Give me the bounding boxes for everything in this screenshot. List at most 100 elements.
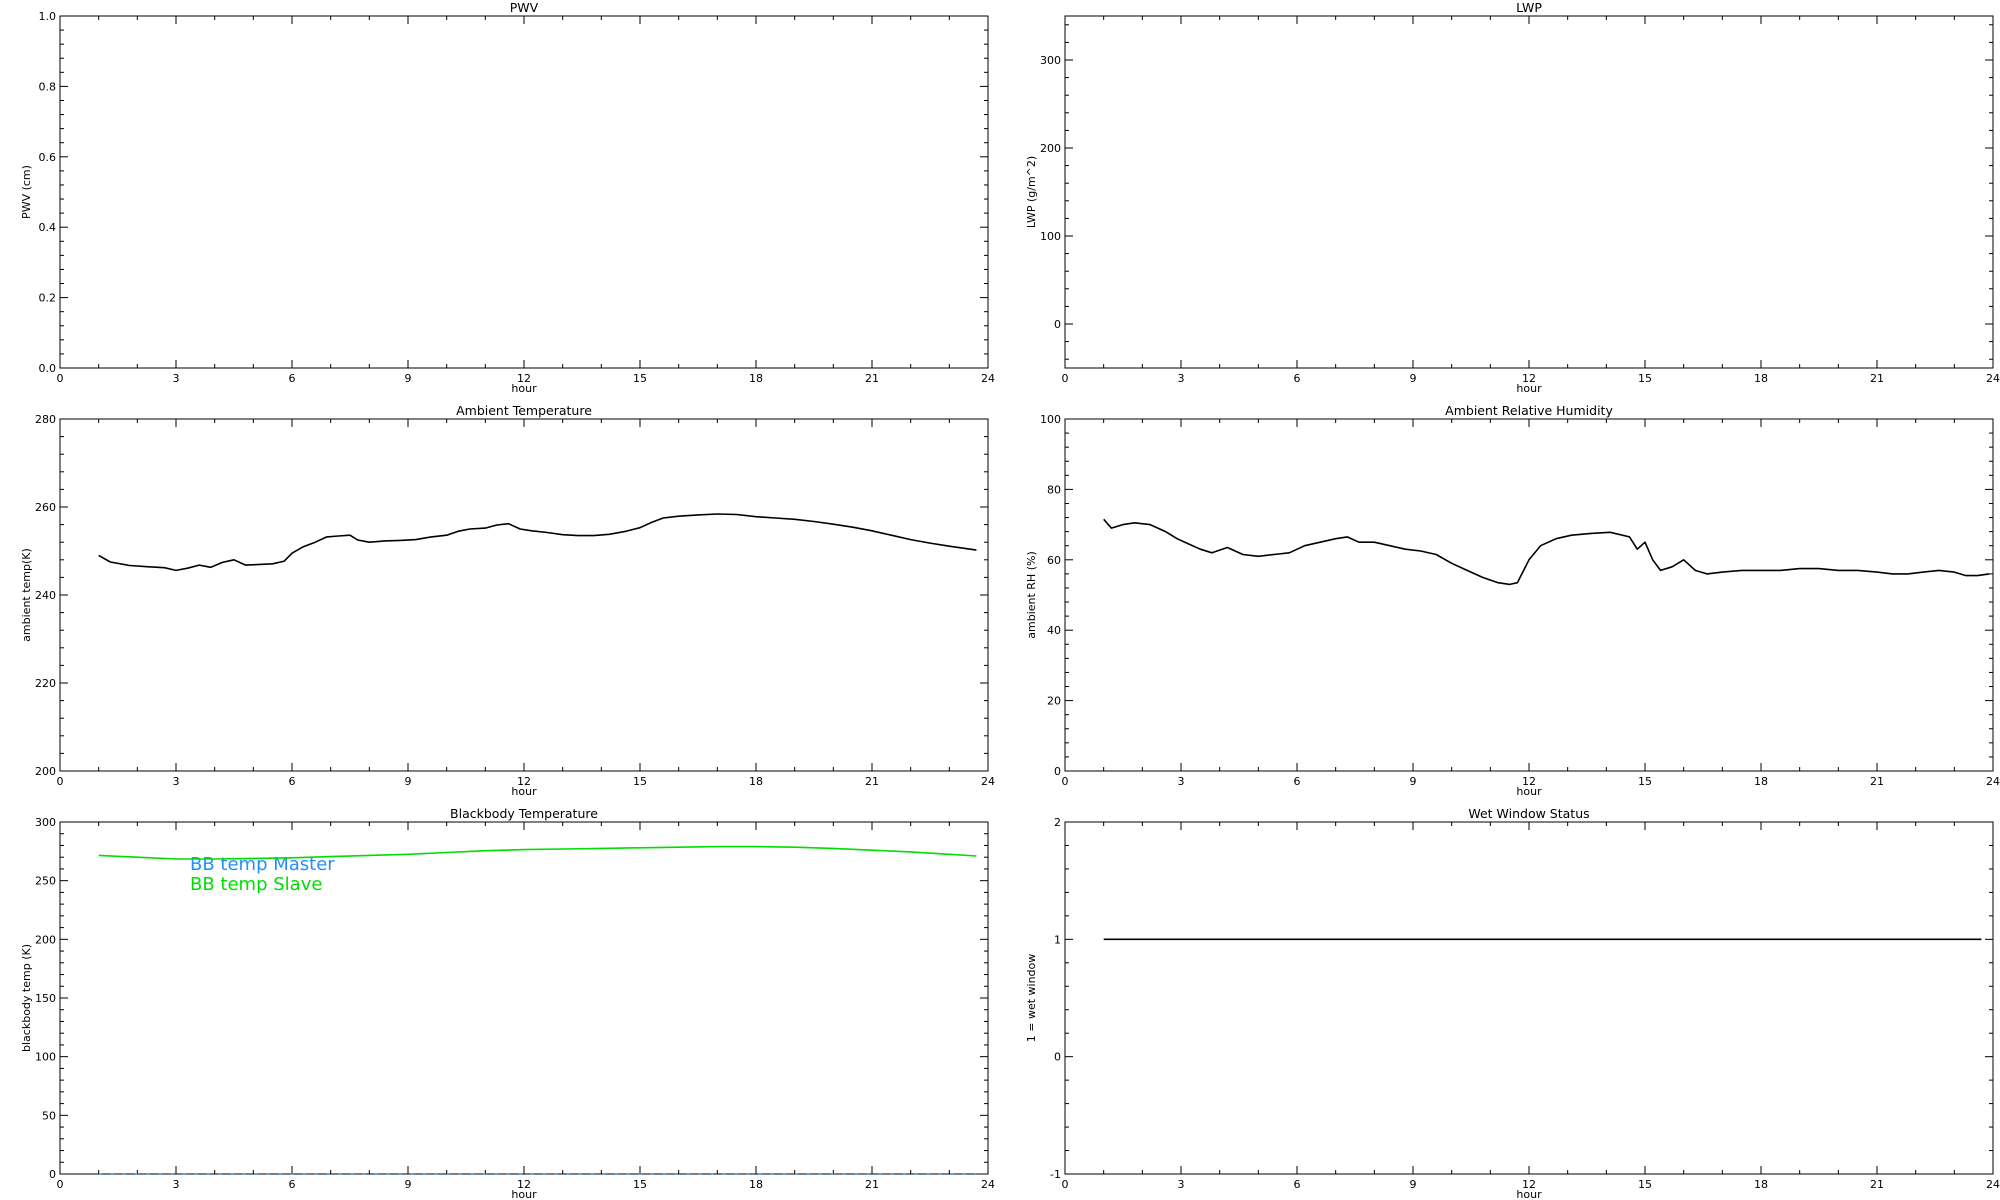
x-tick-label: 15 <box>633 775 647 788</box>
legend-entry: BB temp Slave <box>190 874 322 895</box>
chart-title: Ambient Temperature <box>456 403 592 418</box>
panel-ambient-temp: Ambient Temperature 0 3 6 9 12 15 18 21 24 hour 200… <box>20 403 995 798</box>
y-axis-label: LWP (g/m^2) <box>1025 156 1038 228</box>
y-tick-label: 300 <box>35 816 56 829</box>
chart-title: LWP <box>1516 0 1542 15</box>
y-tick-label: 200 <box>35 933 56 946</box>
y-tick-label: 200 <box>1040 142 1061 155</box>
x-tick-label: 0 <box>1062 372 1069 385</box>
plot-frame <box>1064 418 1994 772</box>
x-tick-label: 24 <box>981 372 995 385</box>
y-tick-label: 0 <box>1054 765 1061 778</box>
x-tick-label: 15 <box>1638 372 1652 385</box>
x-tick-label: 3 <box>1178 1178 1185 1191</box>
x-tick-label: 9 <box>405 372 412 385</box>
x-tick-label: 21 <box>1870 372 1884 385</box>
y-tick-label: 0.8 <box>39 80 57 93</box>
plot-frame <box>1064 821 1994 1175</box>
y-tick-label: 0.6 <box>39 151 57 164</box>
y-tick-label: 0.4 <box>39 221 57 234</box>
chart-title: PWV <box>510 0 539 15</box>
x-tick-label: 15 <box>1638 775 1652 788</box>
x-tick-label: 6 <box>1294 1178 1301 1191</box>
panel-pwv: PWV 0 3 6 9 12 15 18 21 24 hour 0.0 0.2 0.4 0.6 0.8 1.0 P… <box>20 0 995 395</box>
x-tick-label: 18 <box>1754 372 1768 385</box>
x-tick-label: 0 <box>1062 1178 1069 1191</box>
y-tick-label: 2 <box>1054 816 1061 829</box>
series-line-ambient-temp <box>98 513 977 572</box>
chart-title: Wet Window Status <box>1468 806 1589 821</box>
y-tick-label: 260 <box>35 501 56 514</box>
x-tick-label: 12 <box>1522 372 1536 385</box>
x-axis-label: hour <box>1516 382 1542 395</box>
x-tick-label: 9 <box>1410 1178 1417 1191</box>
x-tick-label: 6 <box>289 1178 296 1191</box>
x-tick-label: 24 <box>1986 372 2000 385</box>
x-tick-label: 15 <box>633 372 647 385</box>
x-tick-label: 0 <box>57 775 64 788</box>
y-tick-label: 300 <box>1040 54 1061 67</box>
plot-frame <box>1064 15 1994 369</box>
x-tick-label: 3 <box>1178 775 1185 788</box>
x-axis-label: hour <box>511 1188 537 1200</box>
x-tick-label: 12 <box>517 775 531 788</box>
x-tick-label: 21 <box>1870 775 1884 788</box>
panel-ambient-rh: Ambient Relative Humidity 0 3 6 9 12 15 18 21 24 h… <box>1025 403 2000 798</box>
x-tick-label: 18 <box>749 1178 763 1191</box>
x-axis-label: hour <box>511 382 537 395</box>
x-tick-label: 6 <box>289 775 296 788</box>
x-tick-label: 6 <box>1294 372 1301 385</box>
y-axis-label: ambient RH (%) <box>1025 551 1038 639</box>
x-tick-label: 21 <box>865 775 879 788</box>
x-tick-label: 6 <box>289 372 296 385</box>
x-tick-label: 18 <box>749 372 763 385</box>
y-tick-label: 100 <box>1040 413 1061 426</box>
x-tick-label: 9 <box>405 1178 412 1191</box>
x-tick-label: 18 <box>749 775 763 788</box>
plot-frame <box>59 15 989 369</box>
x-tick-label: 3 <box>173 775 180 788</box>
y-tick-label: 240 <box>35 589 56 602</box>
x-tick-label: 9 <box>405 775 412 788</box>
x-axis-label: hour <box>511 785 537 798</box>
x-tick-label: 0 <box>1062 775 1069 788</box>
x-tick-label: 3 <box>1178 372 1185 385</box>
x-tick-label: 12 <box>517 1178 531 1191</box>
plot-frame <box>59 418 989 772</box>
y-tick-label: 0 <box>1054 1051 1061 1064</box>
y-tick-label: 200 <box>35 765 56 778</box>
y-axis-label: 1 = wet window <box>1025 954 1038 1043</box>
y-tick-label: 40 <box>1047 624 1061 637</box>
x-tick-label: 15 <box>633 1178 647 1191</box>
series-line-bb-temp-slave <box>98 845 977 860</box>
y-tick-label: 50 <box>42 1109 56 1122</box>
x-tick-label: 24 <box>1986 1178 2000 1191</box>
chart-title: Blackbody Temperature <box>450 806 598 821</box>
x-tick-label: 21 <box>865 1178 879 1191</box>
y-tick-label: 150 <box>35 992 56 1005</box>
y-tick-label: 1.0 <box>39 10 57 23</box>
y-tick-label: 100 <box>35 1051 56 1064</box>
x-tick-label: 9 <box>1410 775 1417 788</box>
x-tick-label: 3 <box>173 1178 180 1191</box>
x-tick-label: 24 <box>981 1178 995 1191</box>
x-tick-label: 12 <box>517 372 531 385</box>
x-tick-label: 21 <box>1870 1178 1884 1191</box>
panel-lwp: LWP 0 3 6 9 12 15 18 21 24 hour 0 100 200 300 LWP (g/m^… <box>1025 0 2000 395</box>
y-tick-label: 80 <box>1047 483 1061 496</box>
x-tick-label: 12 <box>1522 775 1536 788</box>
y-tick-label: -1 <box>1050 1168 1061 1181</box>
x-tick-label: 9 <box>1410 372 1417 385</box>
y-tick-label: 60 <box>1047 554 1061 567</box>
y-tick-label: 280 <box>35 413 56 426</box>
x-tick-label: 0 <box>57 372 64 385</box>
y-tick-label: 0 <box>49 1168 56 1181</box>
x-tick-label: 15 <box>1638 1178 1652 1191</box>
y-axis-label: blackbody temp (K) <box>20 944 33 1052</box>
y-tick-label: 0.2 <box>39 292 57 305</box>
y-tick-label: 100 <box>1040 230 1061 243</box>
panel-blackbody-temp: Blackbody Temperature 0 3 6 9 12 15 18 21 24 hour 0… <box>20 806 995 1200</box>
x-tick-label: 24 <box>1986 775 2000 788</box>
